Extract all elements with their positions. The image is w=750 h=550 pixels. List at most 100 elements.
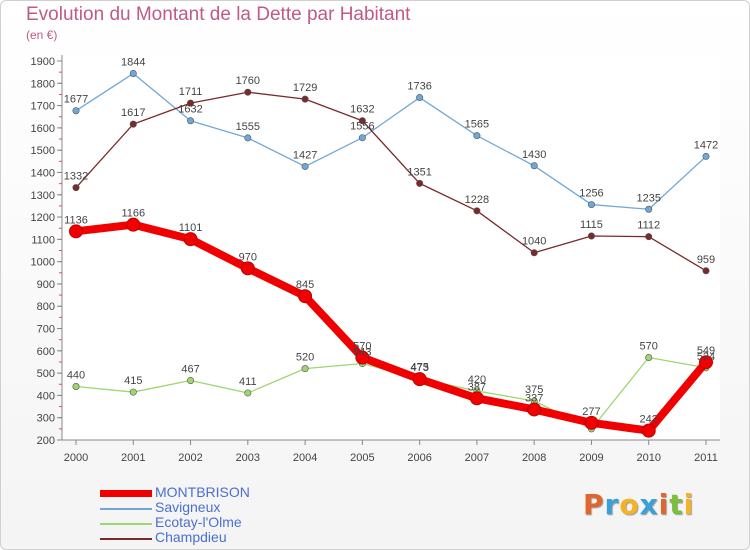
data-point [358, 134, 366, 142]
data-point [645, 205, 653, 213]
data-point [412, 372, 427, 387]
y-tick-label: 1900 [31, 56, 55, 68]
data-point [355, 350, 370, 365]
data-label: 1617 [121, 107, 145, 119]
legend-swatch-ecotay [100, 523, 152, 525]
x-tick-label: 2010 [636, 452, 660, 464]
data-point [72, 184, 80, 192]
brand-letter: i [658, 488, 670, 521]
data-point [530, 249, 538, 257]
data-label: 959 [697, 254, 715, 266]
data-label: 1760 [236, 75, 260, 87]
data-label: 1112 [637, 220, 660, 232]
x-tick-label: 2006 [407, 452, 431, 464]
y-tick-label: 300 [37, 413, 55, 425]
x-tick-label: 2011 [694, 452, 718, 464]
x-tick-label: 2001 [121, 452, 145, 464]
data-point [645, 233, 653, 241]
data-label: 1235 [636, 192, 660, 204]
data-label: 1632 [350, 104, 374, 116]
data-point [584, 415, 599, 430]
brand-letter: P [583, 488, 605, 521]
data-label: 277 [582, 406, 600, 418]
legend-swatch-montbrison [100, 490, 152, 497]
data-point [416, 179, 424, 187]
data-point [126, 217, 141, 232]
y-tick-label: 200 [37, 435, 55, 447]
data-label: 1472 [694, 139, 718, 151]
data-point [469, 391, 484, 406]
chart-title: Evolution du Montant de la Dette par Hab… [26, 4, 411, 25]
x-tick-label: 2004 [293, 452, 317, 464]
data-point [641, 423, 656, 438]
data-point [72, 107, 80, 115]
y-tick-label: 1600 [31, 123, 55, 135]
data-point [187, 376, 195, 384]
x-tick-label: 2005 [350, 452, 374, 464]
x-tick-label: 2009 [579, 452, 603, 464]
data-label: 415 [124, 375, 142, 387]
data-label: 1115 [580, 219, 603, 231]
data-point [240, 261, 255, 276]
y-tick-label: 900 [37, 279, 55, 291]
data-point [69, 224, 83, 239]
brand-letter: o [619, 488, 640, 521]
data-point [473, 207, 481, 215]
chart-subtitle: (en €) [26, 28, 58, 42]
data-point [530, 162, 538, 170]
data-label: 1166 [121, 208, 145, 220]
y-tick-label: 600 [37, 346, 55, 358]
legend-label-montbrison: MONTBRISON [155, 484, 250, 500]
data-label: 1555 [236, 121, 260, 133]
data-label: 1556 [350, 121, 374, 133]
data-label: 242 [640, 414, 658, 426]
y-tick-label: 800 [37, 301, 55, 313]
data-point [301, 95, 309, 103]
data-label: 1427 [293, 149, 317, 161]
data-label: 1736 [407, 81, 431, 93]
data-point [699, 355, 713, 370]
data-label: 420 [468, 374, 486, 386]
x-tick-label: 2002 [178, 452, 202, 464]
data-label: 1332 [64, 171, 88, 183]
data-label: 1136 [64, 214, 88, 226]
data-point [298, 289, 313, 304]
x-tick-label: 2003 [236, 452, 260, 464]
y-tick-label: 500 [37, 368, 55, 380]
data-label: 1632 [178, 104, 202, 116]
data-label: 411 [239, 376, 257, 388]
proxiti-logo: Proxiti [583, 488, 694, 521]
y-tick-label: 1700 [31, 101, 55, 113]
y-tick-label: 1100 [31, 234, 55, 246]
y-tick-label: 1500 [31, 145, 55, 157]
data-label: 1729 [293, 82, 317, 94]
data-label: 1430 [522, 149, 546, 161]
series-line-1 [75, 72, 707, 210]
data-point [244, 134, 252, 142]
data-label: 337 [525, 392, 543, 404]
data-label: 1711 [179, 86, 203, 98]
data-label: 1565 [465, 119, 489, 131]
series-line-0 [72, 220, 710, 435]
legend-swatch-savigneux [100, 508, 152, 510]
plot-area [62, 55, 720, 440]
data-label: 543 [353, 347, 371, 359]
legend-label-champdieu: Champdieu [155, 529, 227, 545]
data-label: 970 [239, 251, 257, 263]
data-label: 1228 [465, 194, 489, 206]
data-point [187, 117, 195, 125]
data-point [587, 232, 595, 240]
data-point [129, 388, 137, 396]
data-point [527, 402, 542, 417]
data-point [72, 382, 80, 390]
data-label: 845 [296, 279, 314, 291]
data-point [416, 94, 424, 102]
data-point [645, 354, 653, 362]
data-point [129, 120, 137, 128]
data-point [244, 389, 252, 397]
y-tick-label: 1400 [31, 167, 55, 179]
series-line-3 [75, 91, 707, 272]
data-label: 524 [697, 351, 715, 363]
y-tick-label: 700 [37, 324, 55, 336]
legend-label-ecotay: Ecotay-l'Olme [155, 514, 242, 530]
